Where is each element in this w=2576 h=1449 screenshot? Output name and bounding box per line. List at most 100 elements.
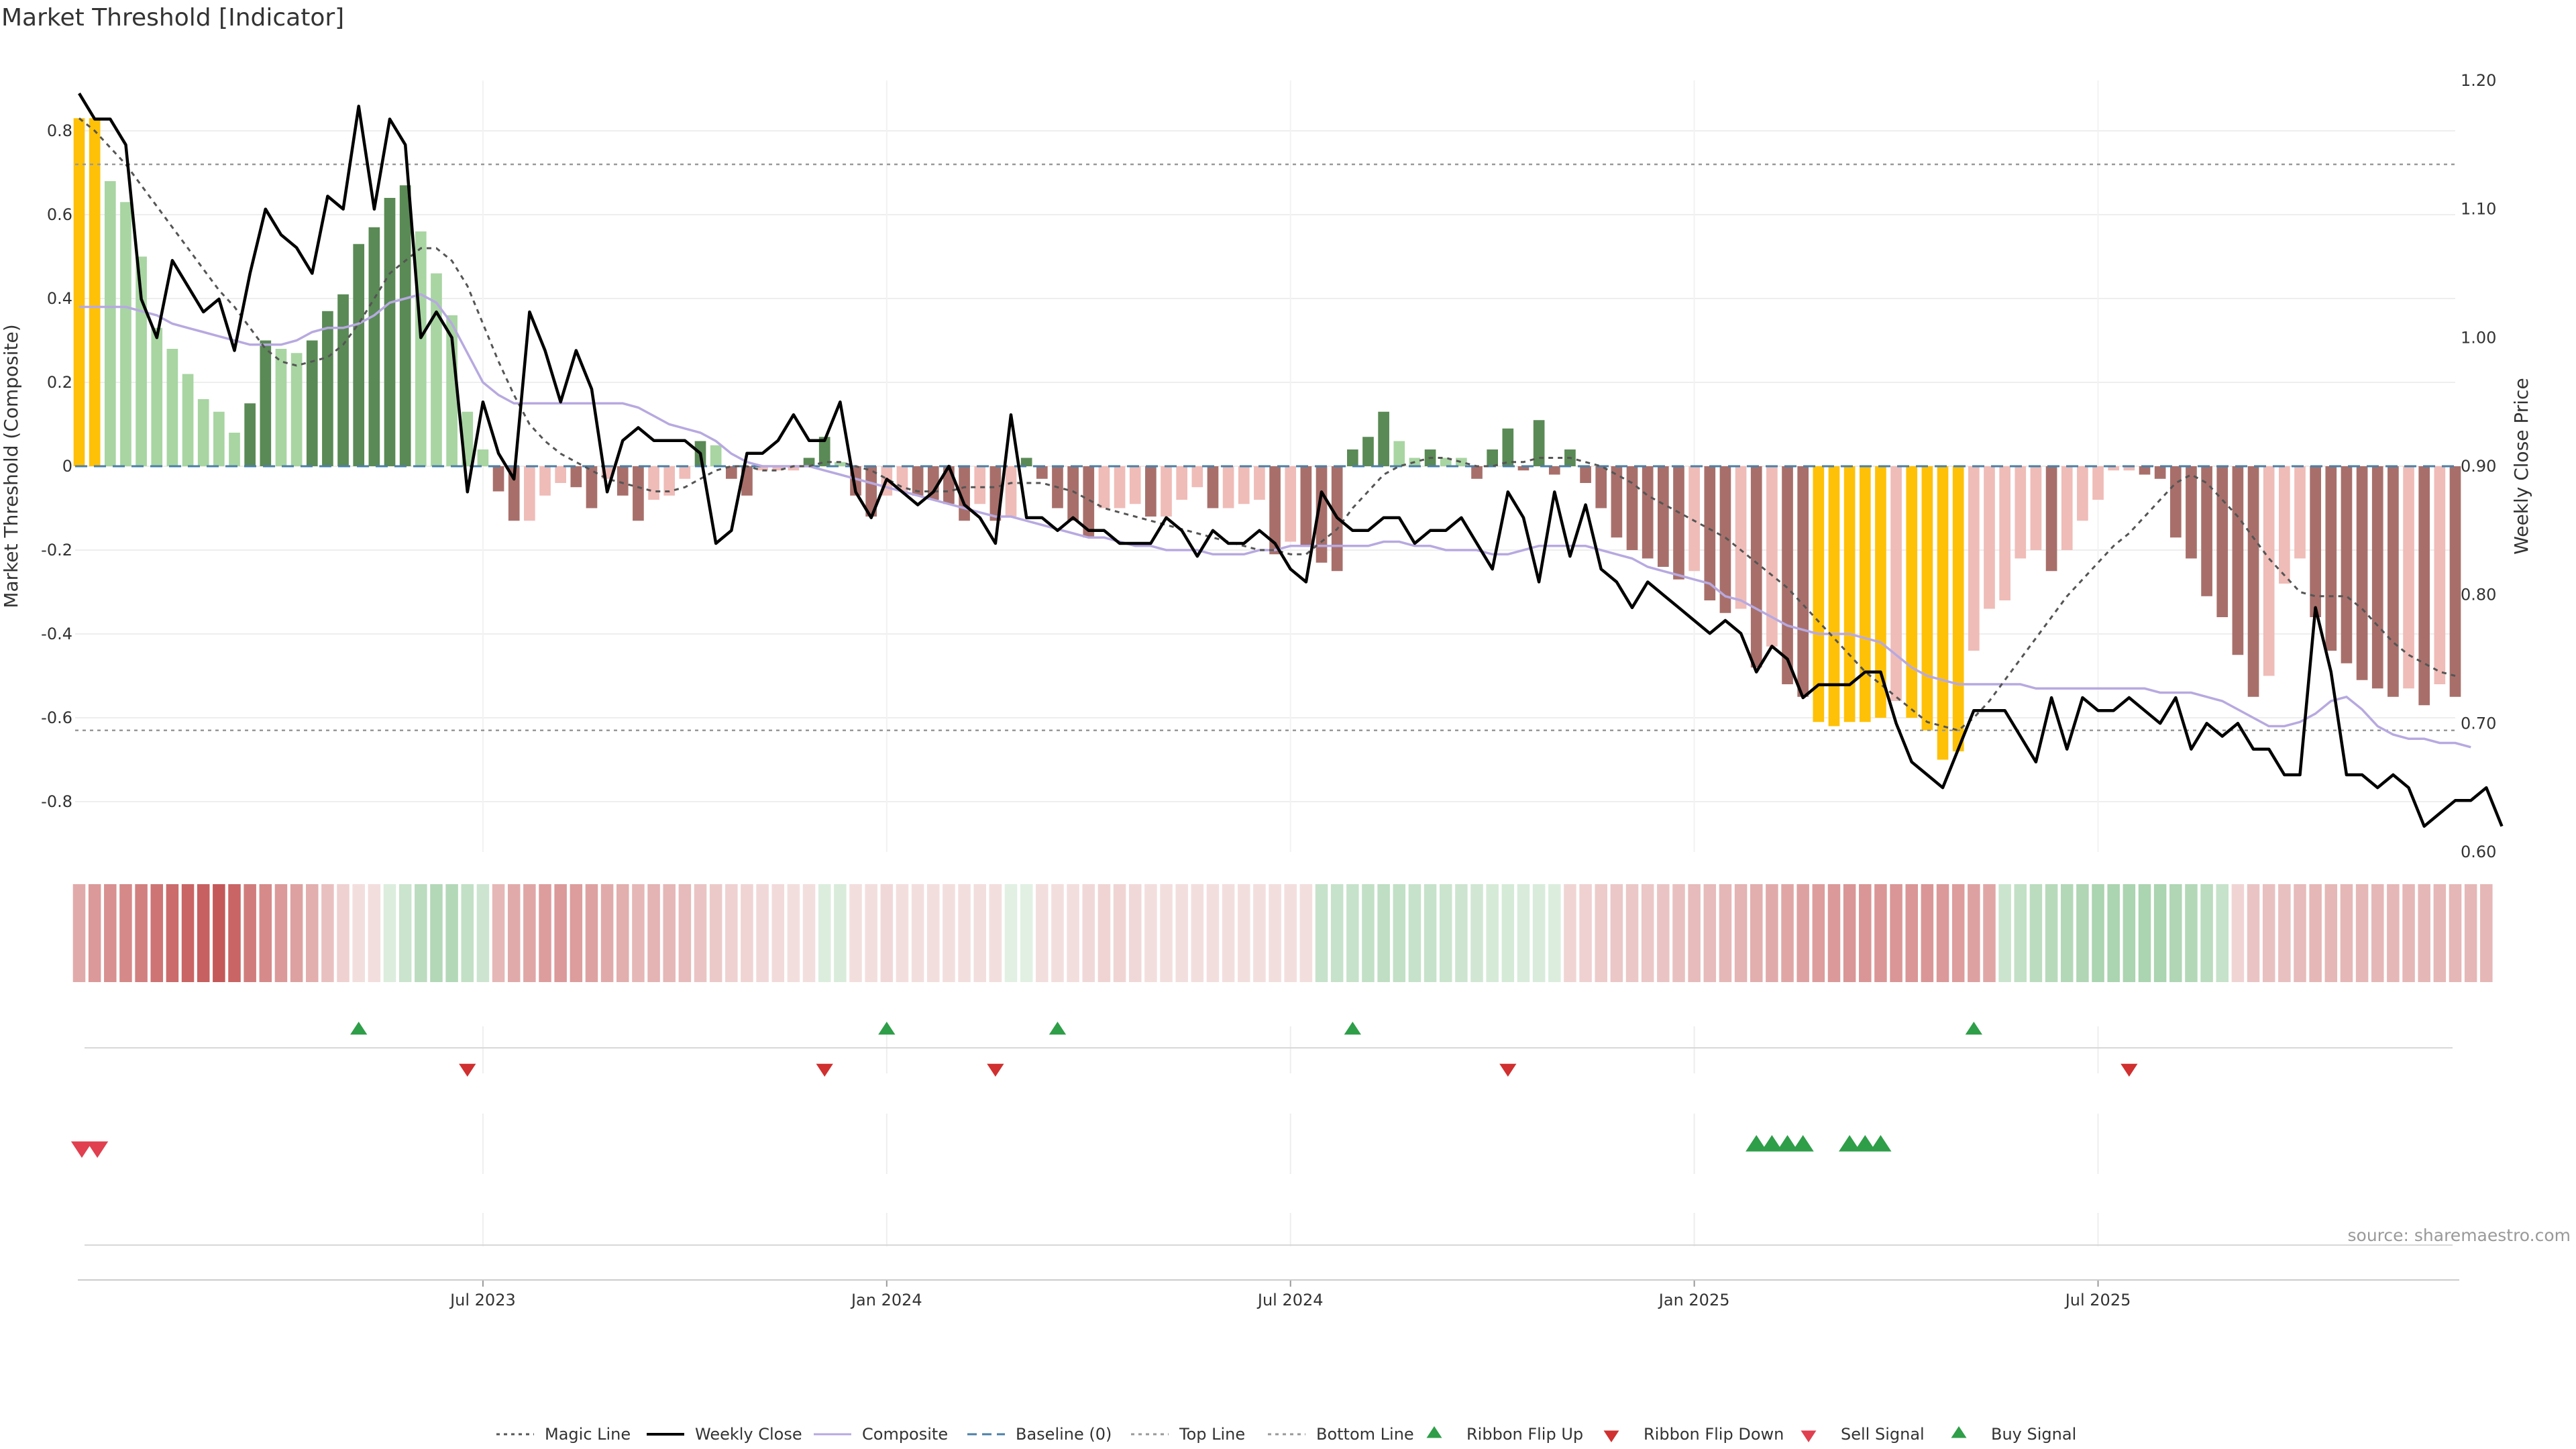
bar (648, 466, 659, 500)
y-left-tick-label: -0.4 (41, 625, 72, 643)
bar (1750, 466, 1762, 667)
ribbon-cell (213, 884, 225, 982)
y-left-tick-label: 0.6 (47, 205, 72, 224)
bar (1688, 466, 1700, 572)
bar (1098, 466, 1110, 508)
ribbon-cell (244, 884, 256, 982)
bar (1036, 466, 1048, 479)
ribbon-cell (1501, 884, 1515, 982)
bar (2341, 466, 2353, 663)
ribbon-cell (1082, 884, 1095, 982)
ribbon-cell (632, 884, 645, 982)
bar (1611, 466, 1623, 538)
buy-signal-marker (1746, 1135, 1768, 1152)
ribbon-cell (1315, 884, 1328, 982)
ribbon-cell (570, 884, 583, 982)
bar (1999, 466, 2010, 600)
ribbon-cell (1951, 884, 1965, 982)
ribbon-cell (1191, 884, 1204, 982)
buy-signal-marker (1761, 1135, 1783, 1152)
ribbon-cell (352, 884, 365, 982)
ribbon-flip-down-marker (1499, 1063, 1517, 1077)
bar (1782, 466, 1793, 684)
ribbon-cell (2418, 884, 2430, 982)
y-right-axis-label: Weekly Close Price (2510, 378, 2532, 554)
bar (865, 466, 877, 517)
ribbon-cell (1439, 884, 1452, 982)
bar (1517, 466, 1529, 471)
ribbon-cell (585, 884, 598, 982)
ribbon-cell (1703, 884, 1717, 982)
bar (73, 118, 85, 466)
bar (120, 202, 131, 466)
bar (197, 399, 209, 466)
ribbon-cell (1160, 884, 1173, 982)
legend-marker (1426, 1426, 1442, 1438)
ribbon-cell (1036, 884, 1049, 982)
bar (1456, 458, 1467, 466)
ribbon-cell (1610, 884, 1623, 982)
magic-line (78, 117, 2456, 732)
ribbon-cell (647, 884, 660, 982)
ribbon-cell (1734, 884, 1748, 982)
ribbon-cell (834, 884, 847, 982)
ribbon-cell (709, 884, 722, 982)
legend-label: Ribbon Flip Up (1466, 1425, 1583, 1444)
bar (1548, 466, 1560, 475)
ribbon-cell (1781, 884, 1794, 982)
bar (1704, 466, 1716, 600)
ribbon-cell (2278, 884, 2291, 982)
bar (229, 433, 240, 466)
bar (2154, 466, 2166, 479)
bar (1797, 466, 1809, 697)
bar (1362, 437, 1374, 466)
bar (2418, 466, 2430, 706)
ribbon-cell (1625, 884, 1639, 982)
ribbon-cell (398, 884, 412, 982)
bar (1984, 466, 1995, 609)
chart-title: Market Threshold [Indicator] (1, 4, 344, 32)
bar (1269, 466, 1281, 555)
bar (1626, 466, 1638, 550)
legend-label: Top Line (1179, 1425, 1245, 1444)
ribbon-cell (523, 884, 536, 982)
ribbon-cell (1067, 884, 1079, 982)
bar (1346, 449, 1358, 466)
ribbon-cell (1859, 884, 1872, 982)
ribbon-cell (2247, 884, 2260, 982)
ribbon-cell (1238, 884, 1250, 982)
ribbon-cell (1222, 884, 1235, 982)
bar (2201, 466, 2212, 596)
ribbon-cell (181, 884, 195, 982)
bar (1595, 466, 1607, 508)
y-right-tick-label: 0.60 (2461, 843, 2496, 861)
bar (2030, 466, 2042, 550)
ribbon-cell (119, 884, 132, 982)
ribbon-cell (1564, 884, 1576, 982)
y-left-tick-label: 0.2 (47, 373, 72, 392)
bar (2263, 466, 2275, 676)
bar (586, 466, 598, 508)
bar (2186, 466, 2197, 559)
legend-item: Bottom Line (1268, 1425, 1414, 1444)
legend-item: Ribbon Flip Down (1603, 1425, 1784, 1444)
bar (508, 466, 520, 521)
bar (1657, 466, 1669, 567)
ribbon-cell (1843, 884, 1856, 982)
buy-signal-marker (1839, 1135, 1861, 1152)
x-tick-label: Jul 2025 (2064, 1291, 2131, 1309)
bar (1176, 466, 1188, 500)
ribbon-cell (539, 884, 551, 982)
ribbon-cell (274, 884, 288, 982)
ribbon-cell (1020, 884, 1033, 982)
bar (725, 466, 737, 479)
ribbon-cell (1330, 884, 1344, 982)
bar (818, 437, 830, 466)
ribbon-cell (1796, 884, 1809, 982)
bar (322, 311, 333, 466)
ribbon-flip-up-marker (350, 1022, 368, 1035)
bar (104, 181, 116, 466)
ribbon-cell (989, 884, 1002, 982)
bar (2232, 466, 2244, 655)
bar (2108, 466, 2120, 471)
